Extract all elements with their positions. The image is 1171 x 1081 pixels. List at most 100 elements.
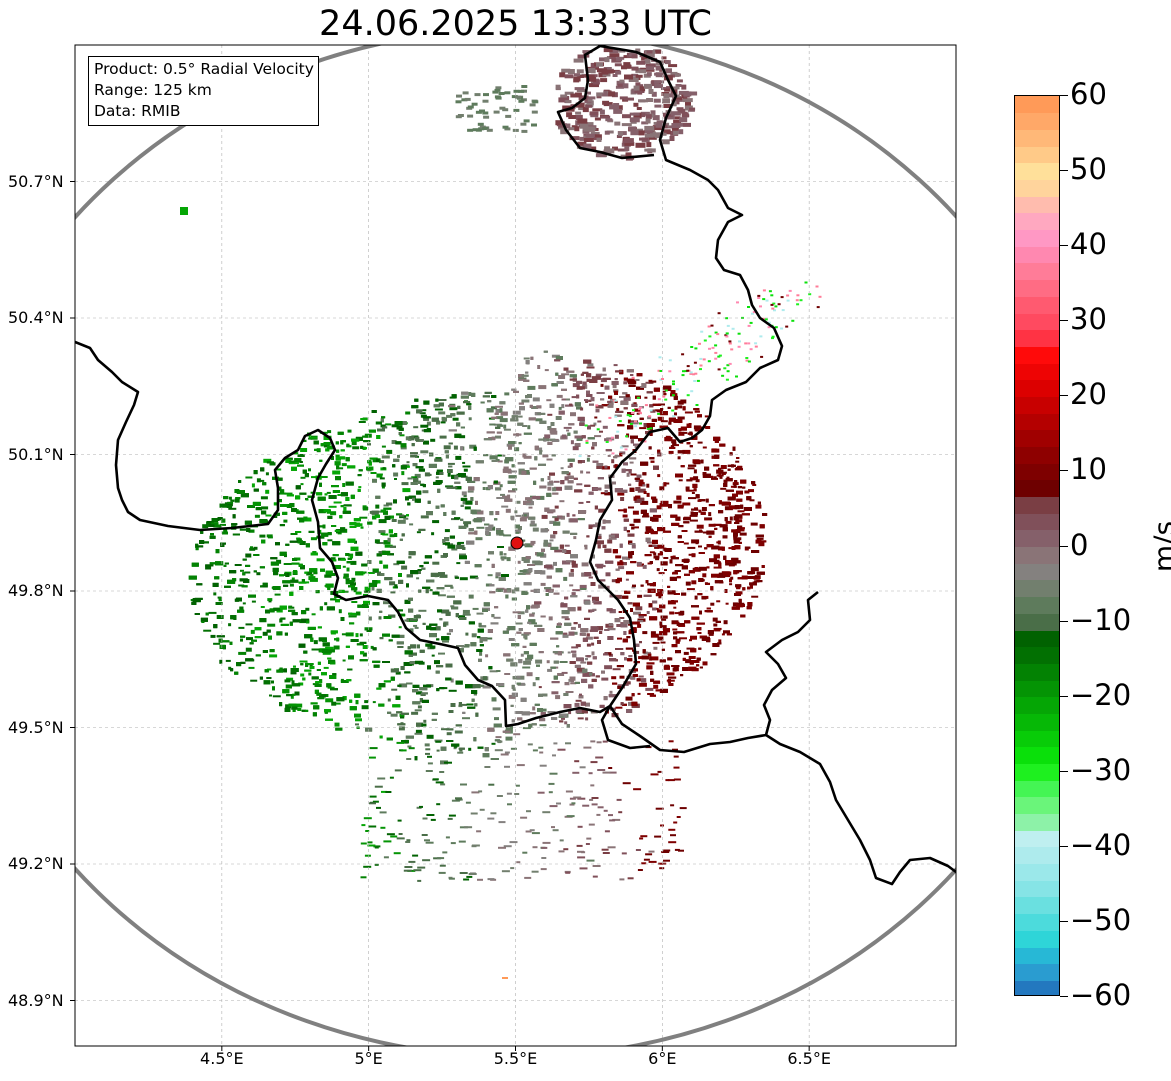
echo-pixel — [682, 449, 691, 454]
echo-pixel — [442, 542, 447, 545]
echo-pixel — [213, 642, 221, 645]
echo-pixel — [261, 506, 269, 510]
echo-pixel — [253, 546, 258, 550]
echo-pixel — [747, 571, 754, 575]
echo-pixel — [689, 639, 692, 642]
echo-pixel — [299, 586, 304, 590]
echo-pixel — [586, 390, 590, 395]
echo-pixel — [286, 677, 294, 681]
echo-pixel — [378, 530, 386, 534]
echo-pixel — [496, 416, 504, 420]
echo-pixel — [616, 624, 623, 627]
echo-pixel — [302, 677, 306, 681]
echo-pixel — [596, 463, 604, 466]
echo-pixel — [463, 521, 472, 525]
echo-pixel — [689, 477, 695, 481]
echo-pixel — [728, 505, 737, 510]
echo-pixel — [311, 476, 318, 479]
echo-pixel — [386, 449, 393, 454]
echo-pixel — [269, 649, 275, 653]
echo-pixel — [468, 594, 474, 599]
echo-pixel — [586, 501, 591, 503]
echo-pixel — [521, 399, 530, 403]
echo-pixel — [324, 602, 328, 606]
echo-pixel — [531, 612, 535, 615]
echo-pixel — [288, 461, 296, 465]
echo-pixel — [735, 460, 740, 463]
echo-pixel — [482, 481, 487, 484]
echo-pixel — [659, 621, 663, 626]
echo-pixel — [450, 678, 454, 683]
echo-pixel — [441, 728, 449, 731]
echo-pixel — [347, 429, 352, 433]
echo-pixel — [674, 612, 680, 615]
echo-pixel — [300, 476, 306, 479]
echo-pixel — [475, 577, 479, 580]
echo-pixel — [650, 460, 655, 463]
echo-pixel — [376, 474, 383, 478]
echo-pixel — [597, 536, 602, 540]
echo-pixel — [461, 645, 470, 648]
echo-pixel — [595, 373, 602, 377]
echo-pixel — [468, 747, 472, 751]
echo-pixel — [228, 666, 232, 670]
echo-pixel — [683, 542, 689, 545]
echo-pixel — [284, 679, 291, 683]
echo-pixel — [598, 533, 602, 538]
echo-pixel — [265, 472, 269, 476]
echo-pixel — [723, 483, 728, 487]
echo-pixel — [265, 489, 270, 494]
echo-pixel — [633, 518, 641, 523]
echo-pixel — [313, 705, 320, 710]
echo-pixel — [547, 476, 551, 480]
echo-pixel — [380, 424, 386, 428]
echo-pixel — [271, 586, 278, 589]
echo-pixel — [734, 593, 741, 596]
echo-pixel — [299, 492, 307, 495]
echo-pixel — [457, 751, 464, 754]
echo-pixel — [515, 622, 523, 625]
echo-pixel — [219, 659, 223, 664]
echo-pixel — [463, 468, 468, 472]
echo-pixel — [496, 528, 501, 531]
echo-pixel — [259, 534, 266, 538]
echo-pixel — [454, 730, 463, 734]
echo-pixel — [523, 558, 530, 563]
echo-pixel — [638, 656, 646, 660]
echo-pixel — [669, 559, 673, 564]
echo-pixel — [582, 672, 591, 677]
echo-pixel — [391, 688, 398, 691]
echo-pixel — [625, 696, 633, 701]
echo-pixel — [547, 668, 553, 672]
echo-pixel — [444, 529, 450, 533]
echo-pixel — [313, 572, 318, 575]
echo-pixel — [367, 560, 372, 564]
echo-pixel — [456, 562, 461, 565]
echo-pixel — [617, 637, 622, 640]
echo-pixel — [590, 424, 596, 427]
echo-pixel — [390, 713, 398, 717]
echo-pixel — [479, 651, 483, 656]
echo-pixel — [494, 717, 499, 721]
echo-pixel — [598, 584, 607, 589]
echo-pixel — [466, 540, 475, 545]
echo-pixel — [525, 371, 529, 374]
echo-pixel — [495, 435, 501, 439]
echo-pixel — [598, 508, 606, 513]
echo-pixel — [635, 479, 640, 482]
echo-pixel — [734, 522, 740, 524]
echo-pixel — [701, 597, 707, 600]
echo-pixel — [476, 612, 484, 615]
echo-pixel — [750, 522, 758, 526]
echo-pixel — [438, 652, 445, 655]
echo-pixel — [462, 461, 466, 464]
echo-pixel — [402, 488, 411, 493]
echo-pixel — [430, 438, 436, 442]
echo-pixel — [671, 439, 677, 444]
echo-pixel — [686, 588, 695, 591]
echo-pixel — [537, 365, 541, 369]
echo-pixel — [667, 585, 671, 588]
echo-pixel — [438, 399, 447, 401]
echo-pixel — [391, 424, 399, 428]
echo-pixel — [359, 633, 363, 637]
